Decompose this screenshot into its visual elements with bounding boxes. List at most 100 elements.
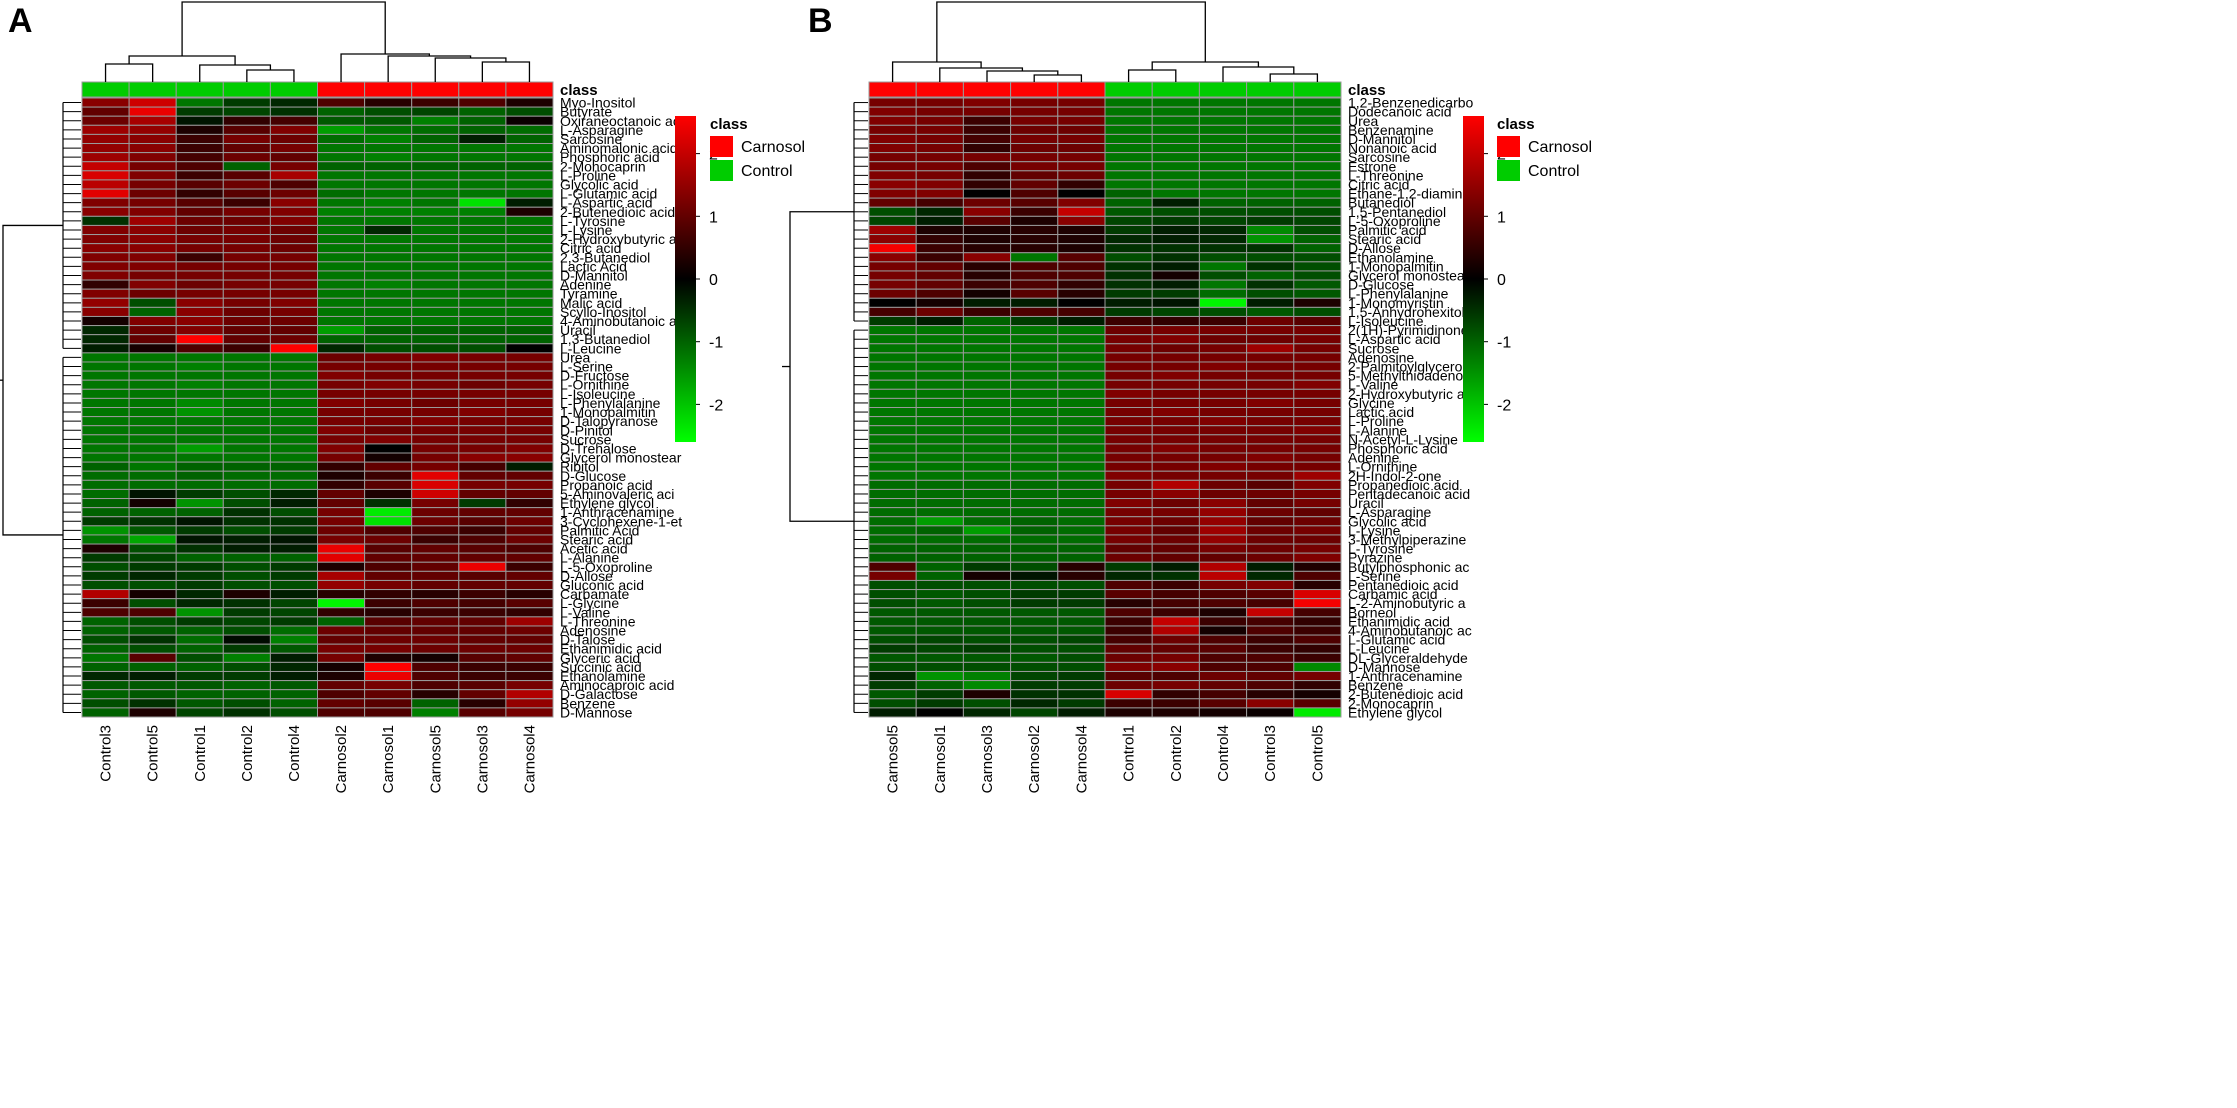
heatmap-cell bbox=[411, 152, 460, 163]
heatmap-cell bbox=[81, 561, 130, 572]
heatmap-cell bbox=[81, 325, 130, 336]
heatmap-cell bbox=[962, 97, 1012, 108]
heatmap-cell bbox=[1293, 689, 1342, 700]
heatmap-cell bbox=[175, 498, 224, 509]
heatmap-cell bbox=[868, 616, 917, 627]
heatmap-cell bbox=[81, 579, 130, 591]
heatmap-cell bbox=[1010, 461, 1059, 472]
heatmap-cell bbox=[915, 570, 964, 581]
heatmap-cell bbox=[81, 525, 130, 536]
heatmap-cell bbox=[81, 670, 130, 682]
heatmap-cell bbox=[1104, 625, 1153, 636]
heatmap-cell bbox=[1010, 707, 1059, 718]
heatmap-cell bbox=[128, 215, 177, 226]
class-bar-cell bbox=[269, 81, 318, 98]
heatmap-cell bbox=[1057, 106, 1106, 117]
heatmap-cell bbox=[505, 179, 554, 190]
heatmap-cell bbox=[364, 243, 413, 254]
heatmap-cell bbox=[1198, 670, 1248, 682]
heatmap-cell bbox=[1246, 388, 1295, 399]
heatmap-cell bbox=[1246, 607, 1295, 618]
row-label: Succinic acid bbox=[560, 659, 642, 675]
heatmap-cell bbox=[1198, 607, 1248, 618]
heatmap-cell bbox=[458, 707, 507, 718]
heatmap-cell bbox=[1057, 279, 1106, 290]
heatmap-cell bbox=[1246, 188, 1295, 199]
heatmap-cell bbox=[458, 625, 507, 636]
heatmap-cell bbox=[222, 652, 271, 663]
row-label: 1-Monopalmitin bbox=[560, 404, 656, 420]
heatmap-cell bbox=[222, 407, 271, 418]
heatmap-cell bbox=[962, 388, 1012, 399]
heatmap-cell bbox=[915, 543, 964, 554]
heatmap-cell bbox=[868, 343, 917, 354]
heatmap-cell bbox=[1246, 143, 1295, 154]
heatmap-cell bbox=[411, 416, 460, 427]
heatmap-cell bbox=[128, 224, 177, 236]
row-label: Uracil bbox=[1348, 495, 1384, 511]
row-label: L-Valine bbox=[560, 604, 611, 620]
heatmap-cell bbox=[1057, 243, 1106, 254]
heatmap-cell bbox=[1198, 598, 1248, 609]
heatmap-cell bbox=[81, 425, 130, 436]
heatmap-cell bbox=[411, 598, 460, 609]
heatmap-cell bbox=[128, 143, 177, 154]
heatmap-cell bbox=[915, 707, 964, 718]
heatmap-cell bbox=[505, 689, 554, 700]
heatmap-cell bbox=[269, 288, 318, 299]
row-label: Glycolic acid bbox=[560, 176, 639, 192]
heatmap-cell bbox=[915, 407, 964, 418]
heatmap-cell bbox=[364, 670, 413, 682]
heatmap-cell bbox=[1293, 407, 1342, 418]
heatmap-cell bbox=[128, 643, 177, 654]
heatmap-cell bbox=[1010, 252, 1059, 263]
row-label: Palmitic Acid bbox=[560, 522, 639, 538]
heatmap-cell bbox=[128, 261, 177, 272]
heatmap-cell bbox=[1151, 479, 1200, 490]
heatmap-cell bbox=[364, 188, 413, 199]
heatmap-cell bbox=[1057, 288, 1106, 299]
row-label: 2-Butenedioic acid bbox=[560, 204, 675, 220]
heatmap-cell bbox=[1293, 552, 1342, 563]
heatmap-cell bbox=[317, 206, 366, 217]
heatmap-cell bbox=[505, 297, 554, 308]
heatmap-cell bbox=[317, 170, 366, 181]
heatmap-cell bbox=[962, 315, 1012, 327]
heatmap-cell bbox=[364, 698, 413, 709]
heatmap-cell bbox=[128, 625, 177, 636]
heatmap-cell bbox=[269, 188, 318, 199]
heatmap-cell bbox=[222, 616, 271, 627]
heatmap-cell bbox=[1010, 288, 1059, 299]
colorbar-tick-label: -2 bbox=[1497, 397, 1511, 414]
heatmap-cell bbox=[915, 652, 964, 663]
heatmap-cell bbox=[868, 470, 917, 481]
row-label: Borneol bbox=[1348, 604, 1396, 620]
heatmap-cell bbox=[458, 561, 507, 572]
heatmap-cell bbox=[1151, 461, 1200, 472]
heatmap-cell bbox=[81, 625, 130, 636]
heatmap-cell bbox=[1104, 334, 1153, 345]
heatmap-cell bbox=[1151, 707, 1200, 718]
heatmap-cell bbox=[269, 152, 318, 163]
row-label: Urea bbox=[1348, 113, 1379, 129]
row-label: Adenosine bbox=[560, 623, 626, 639]
heatmap-cell bbox=[411, 161, 460, 172]
heatmap-cell bbox=[175, 279, 224, 290]
heatmap-cell bbox=[128, 607, 177, 618]
heatmap-cell bbox=[1104, 452, 1153, 463]
heatmap-cell bbox=[915, 179, 964, 190]
heatmap-cell bbox=[1104, 707, 1153, 718]
heatmap-cell bbox=[1293, 397, 1342, 409]
heatmap-cell bbox=[81, 507, 130, 518]
heatmap-cell bbox=[458, 152, 507, 163]
heatmap-cell bbox=[317, 397, 366, 409]
heatmap-cell bbox=[458, 598, 507, 609]
heatmap-cell bbox=[175, 488, 224, 500]
heatmap-cell bbox=[1246, 425, 1295, 436]
heatmap-cell bbox=[962, 498, 1012, 509]
heatmap-cell bbox=[222, 343, 271, 354]
heatmap-cell bbox=[1104, 179, 1153, 190]
heatmap-cell bbox=[915, 625, 964, 636]
heatmap-cell bbox=[1104, 361, 1153, 372]
row-label: Benzene bbox=[1348, 677, 1403, 693]
